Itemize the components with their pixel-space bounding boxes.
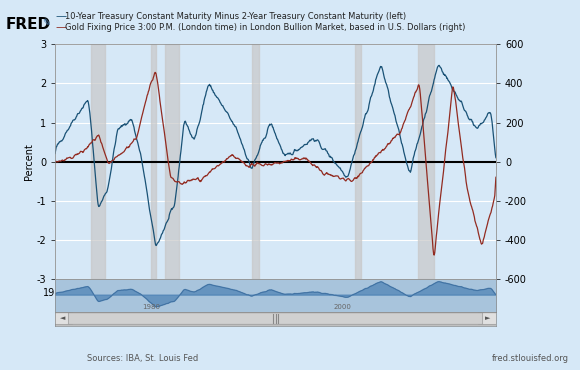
Y-axis label: Percent: Percent bbox=[24, 143, 34, 180]
Text: ►: ► bbox=[485, 316, 491, 322]
Text: ◄: ◄ bbox=[60, 316, 66, 322]
Bar bbox=[151, 44, 155, 279]
Text: —: — bbox=[55, 11, 66, 21]
FancyBboxPatch shape bbox=[478, 313, 498, 324]
Bar bbox=[419, 44, 434, 279]
Bar bbox=[91, 44, 104, 279]
Text: 10-Year Treasury Constant Maturity Minus 2-Year Treasury Constant Maturity (left: 10-Year Treasury Constant Maturity Minus… bbox=[65, 12, 406, 21]
Bar bbox=[165, 44, 179, 279]
Bar bbox=[252, 44, 259, 279]
Text: 2000: 2000 bbox=[334, 304, 351, 310]
Text: —: — bbox=[55, 22, 66, 32]
Text: 1980: 1980 bbox=[142, 304, 160, 310]
Text: ✎: ✎ bbox=[42, 18, 50, 28]
Text: Gold Fixing Price 3:00 P.M. (London time) in London Bullion Market, based in U.S: Gold Fixing Price 3:00 P.M. (London time… bbox=[65, 23, 465, 32]
FancyBboxPatch shape bbox=[53, 313, 72, 324]
Bar bbox=[354, 44, 361, 279]
FancyBboxPatch shape bbox=[68, 313, 483, 324]
Text: Sources: IBA, St. Louis Fed: Sources: IBA, St. Louis Fed bbox=[87, 354, 198, 363]
Text: fred.stlouisfed.org: fred.stlouisfed.org bbox=[491, 354, 568, 363]
Text: FRED: FRED bbox=[6, 17, 51, 32]
